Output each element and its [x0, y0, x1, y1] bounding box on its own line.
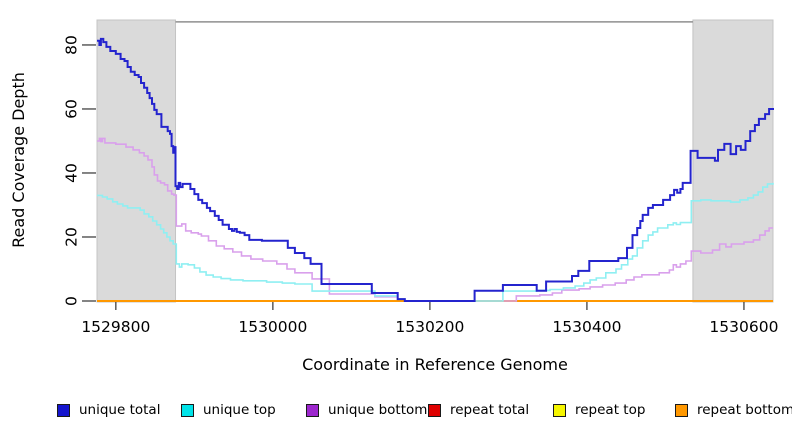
x-tick-label: 1530000 [238, 318, 307, 336]
series-unique-total [97, 37, 774, 302]
x-tick-label: 1530200 [395, 318, 464, 336]
legend-label: unique total [79, 402, 161, 418]
plot-legend: unique total unique top unique bottom re… [0, 401, 792, 421]
x-tick-label: 1530400 [552, 318, 621, 336]
legend-item-repeat-total: repeat total [428, 401, 529, 419]
repeat-total-swatch-icon [428, 403, 441, 417]
series-unique-bottom [97, 137, 773, 302]
y-axis-title-text: Read Coverage Depth [9, 72, 28, 248]
unique-bottom-swatch-icon [306, 403, 319, 417]
y-tick-label: 0 [63, 296, 81, 306]
legend-item-unique-bottom: unique bottom [306, 401, 427, 419]
legend-label: repeat top [575, 402, 646, 418]
legend-label: unique top [203, 402, 276, 418]
x-tick-label: 1530600 [709, 318, 778, 336]
legend-item-unique-total: unique total [57, 401, 160, 419]
legend-label: repeat bottom [697, 402, 792, 418]
legend-item-repeat-bottom: repeat bottom [675, 401, 792, 419]
plot-area: 1529800 1530000 1530200 1530400 1530600 0 20 40… [63, 19, 778, 336]
repeat-top-swatch-icon [553, 403, 566, 417]
unique-total-swatch-icon [57, 403, 70, 417]
y-tick-label: 80 [63, 35, 81, 55]
y-tick-label: 40 [63, 163, 81, 183]
repeat-bottom-swatch-icon [675, 403, 688, 417]
y-tick-label: 60 [63, 99, 81, 119]
legend-item-unique-top: unique top [181, 401, 276, 419]
right-repeat-region [692, 19, 774, 303]
y-tick-label: 20 [63, 227, 81, 247]
x-tick-label: 1529800 [81, 318, 150, 336]
left-repeat-region [96, 19, 177, 303]
legend-label: unique bottom [328, 402, 428, 418]
unique-top-swatch-icon [181, 403, 194, 417]
legend-label: repeat total [450, 402, 530, 418]
legend-item-repeat-top: repeat top [553, 401, 645, 419]
x-axis-title: Coordinate in Reference Genome [302, 355, 568, 374]
